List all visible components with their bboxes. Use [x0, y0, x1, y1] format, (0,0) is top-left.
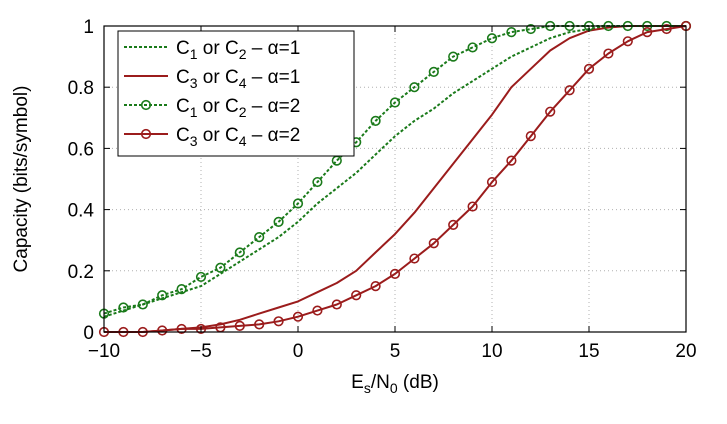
legend-entry-text: or C — [198, 38, 239, 59]
series-4-point — [370, 281, 381, 292]
x-tick-label: −5 — [190, 341, 212, 362]
series-3-point — [176, 284, 187, 295]
series-3-point — [525, 23, 536, 35]
x-tick-label: 15 — [578, 341, 599, 362]
legend-entry-text: C — [176, 38, 190, 59]
x-tick-label: 10 — [481, 341, 502, 362]
legend-entry-subscript: 3 — [190, 133, 198, 149]
series-4-point — [467, 201, 478, 212]
series-3-point — [448, 51, 459, 62]
series-3-point — [292, 198, 304, 209]
y-tick-label: 0.4 — [68, 201, 95, 222]
series-4-point — [622, 36, 633, 47]
series-4-point — [661, 23, 672, 35]
series-3-point — [331, 155, 342, 166]
series-4-point — [234, 320, 245, 331]
y-tick-label: 0.8 — [68, 78, 94, 99]
series-3-point — [467, 42, 478, 53]
series-4-point — [545, 106, 556, 117]
x-axis-label: Es/N0 (dB) — [351, 372, 439, 396]
series-4-point — [351, 290, 362, 301]
series-3-point — [273, 216, 284, 227]
legend-entry-label: C1 or C2 – α=2 — [176, 96, 300, 120]
legend-entry-text: – α=1 — [247, 38, 301, 59]
series-3-point — [118, 302, 129, 313]
series-3-point — [215, 262, 226, 273]
legend-entry-label: C1 or C2 – α=1 — [176, 38, 300, 62]
legend-entry-text: or C — [198, 125, 239, 146]
legend-entry-label: C3 or C4 – α=1 — [176, 67, 300, 91]
legend-entry-text: or C — [198, 96, 239, 117]
series-3-point — [137, 299, 148, 310]
series-4-point — [642, 27, 653, 38]
legend-entry-text: – α=1 — [247, 67, 301, 88]
legend-entry-subscript: 4 — [239, 75, 247, 91]
series-4-point — [525, 131, 536, 142]
series-4-point — [176, 323, 187, 335]
legend-entry-text: C — [176, 96, 190, 117]
y-tick-label: 0 — [83, 323, 94, 344]
legend-entry-label: C3 or C4 – α=2 — [176, 125, 300, 149]
series-4-point — [409, 253, 420, 264]
series-3-point — [428, 66, 439, 77]
series-4-point — [331, 299, 342, 310]
series-4-point — [448, 219, 459, 230]
series-4-point — [157, 325, 168, 336]
series-4-point — [195, 323, 207, 335]
series-4-point — [564, 85, 575, 96]
x-tick-label: 5 — [390, 341, 401, 362]
series-3-point — [234, 247, 245, 258]
legend-entry-text: – α=2 — [247, 125, 301, 146]
series-4-point — [428, 238, 439, 249]
series-3-point — [195, 271, 207, 283]
series-3-point — [409, 82, 420, 93]
legend-swatch-marker — [140, 128, 152, 140]
series-3-point — [506, 27, 517, 38]
x-axis-label-mid: /N — [371, 372, 390, 393]
x-axis-label-sub1: s — [364, 380, 371, 396]
legend-swatch-marker — [140, 99, 152, 111]
legend-box — [117, 30, 355, 157]
series-3-point — [389, 97, 401, 108]
series-3-point — [370, 115, 381, 126]
series-3-point — [157, 290, 168, 301]
x-tick-label: 0 — [293, 341, 304, 362]
legend-entry-subscript: 2 — [239, 46, 247, 62]
x-axis-label-sub2: 0 — [390, 380, 398, 396]
tick-layer: −10 −5 0 5 10 15 20 0 0.2 0.4 0.6 0.8 1 — [68, 17, 697, 362]
y-axis-label: Capacity (bits/symbol) — [11, 86, 32, 273]
series-4-point — [603, 48, 614, 59]
y-tick-label: 0.6 — [68, 139, 94, 160]
legend-entry-text: C — [176, 67, 190, 88]
legend-entry-subscript: 1 — [190, 104, 198, 120]
x-tick-label: −10 — [88, 341, 120, 362]
series-3-point — [312, 176, 323, 188]
series-4-point — [292, 311, 304, 322]
series-4-point — [312, 305, 323, 316]
series-3-point — [254, 232, 265, 243]
x-tick-label: 20 — [675, 341, 696, 362]
series-4-point — [254, 319, 265, 330]
legend-entry-subscript: 4 — [239, 133, 247, 149]
y-tick-label: 0.2 — [68, 262, 94, 283]
legend: C1 or C2 – α=1C3 or C4 – α=1C1 or C2 – α… — [117, 30, 355, 157]
x-axis-label-tail: (dB) — [398, 372, 439, 393]
y-tick-label: 1 — [83, 17, 94, 38]
series-4-point — [273, 316, 284, 327]
series-4-point — [486, 176, 498, 188]
legend-entry-text: – α=2 — [247, 96, 301, 117]
series-4-point — [389, 268, 401, 279]
x-axis-label-main: E — [351, 372, 364, 393]
series-4-point — [506, 155, 517, 166]
series-4-point — [583, 63, 595, 74]
legend-entry-subscript: 3 — [190, 75, 198, 91]
legend-entry-text: C — [176, 125, 190, 146]
legend-entry-subscript: 1 — [190, 46, 198, 62]
legend-entry-text: or C — [198, 67, 239, 88]
legend-entry-subscript: 2 — [239, 104, 247, 120]
series-3-point — [486, 33, 498, 44]
